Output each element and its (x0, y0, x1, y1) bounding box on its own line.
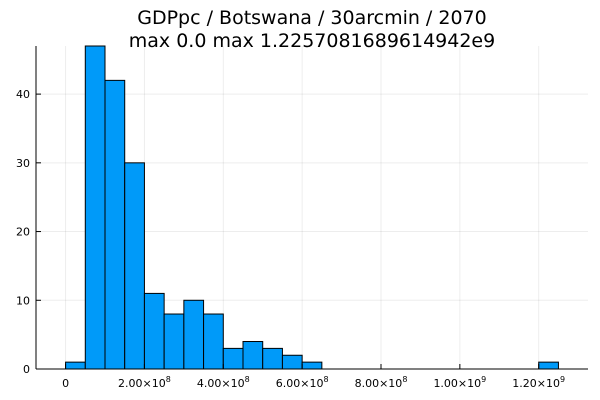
histogram-bar (65, 361, 86, 370)
histogram-bar (124, 162, 145, 370)
histogram-bar (203, 313, 224, 370)
axes (35, 46, 588, 370)
histogram-bar (222, 347, 244, 370)
y-tick-label: 0 (23, 363, 30, 376)
histogram-bar (301, 361, 323, 370)
x-tick-labels: 0 2.00×108 4.00×108 6.00×108 8.00×108 1.00×10… (62, 375, 565, 390)
histogram-bar (143, 292, 165, 370)
histogram-bar (262, 347, 283, 370)
x-tick-label: 6.00×108 (276, 375, 329, 390)
histogram-bar (104, 79, 126, 370)
x-tick-label: 8.00×108 (355, 375, 408, 390)
histogram-bar (281, 354, 303, 370)
y-tick-label: 10 (16, 294, 30, 307)
x-tick-label: 0 (62, 377, 69, 390)
x-tick-label: 4.00×108 (197, 375, 250, 390)
histogram-bar (242, 341, 264, 370)
x-tick-label: 1.20×109 (512, 375, 565, 390)
histogram-bar (538, 361, 559, 370)
chart-subtitle: max 0.0 max 1.2257081689614942e9 (129, 30, 495, 52)
chart-title: GDPpc / Botswana / 30arcmin / 2070 (137, 7, 486, 29)
x-tick-label: 1.00×109 (433, 375, 486, 390)
y-tick-label: 20 (16, 226, 30, 239)
histogram-bar (84, 45, 106, 370)
histogram-bar (163, 313, 185, 370)
y-tick-labels: 0 10 20 30 40 (16, 88, 30, 376)
y-tick-label: 40 (16, 88, 30, 101)
y-tick-label: 30 (16, 157, 30, 170)
histogram-bars (65, 45, 559, 370)
x-tick-label: 2.00×108 (118, 375, 171, 390)
histogram-bar (183, 299, 205, 370)
